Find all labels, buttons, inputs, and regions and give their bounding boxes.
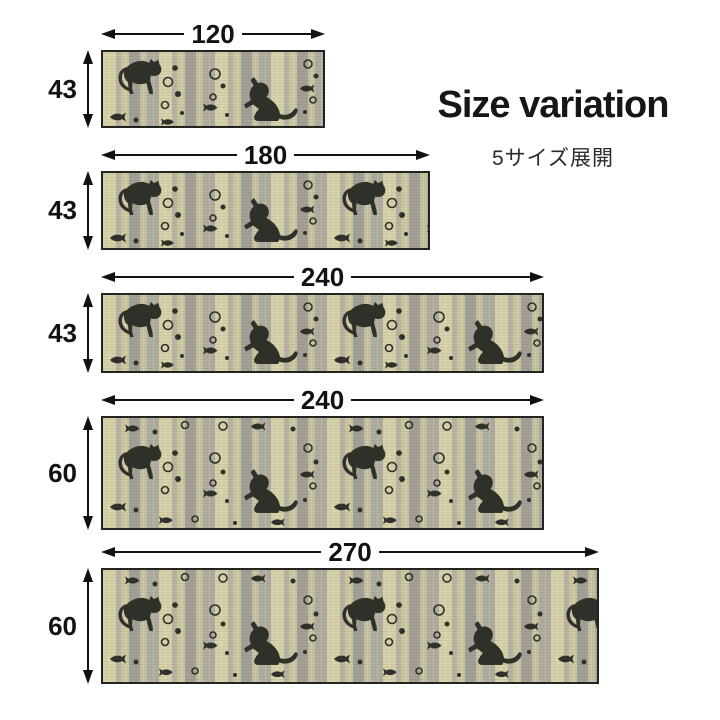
dimension-line	[351, 276, 531, 278]
rug-width-label: 270	[328, 537, 372, 567]
arrowhead-left-icon	[101, 150, 115, 160]
dimension-line	[294, 154, 417, 156]
arrowhead-down-icon	[83, 670, 93, 684]
dimension-line	[87, 430, 89, 516]
arrowhead-left-icon	[101, 395, 115, 405]
page-title: Size variation	[437, 84, 670, 126]
rug-height-label: 43	[48, 73, 77, 104]
width-dimension-arrow: 240	[101, 385, 545, 415]
arrowhead-down-icon	[83, 359, 93, 373]
rug-height-label: 60	[48, 610, 77, 641]
arrowhead-left-icon	[101, 29, 115, 39]
dimension-line	[115, 154, 237, 156]
arrowhead-up-icon	[83, 50, 93, 64]
dimension-line	[87, 185, 89, 236]
rug-preview-270x60	[101, 568, 599, 684]
dimension-line	[115, 33, 185, 35]
height-dimension-arrow	[81, 568, 95, 684]
rug-width-label: 120	[191, 19, 235, 49]
dimension-line	[87, 307, 89, 359]
arrowhead-down-icon	[83, 114, 93, 128]
rug-width-label: 240	[300, 262, 345, 292]
arrowhead-right-icon	[311, 29, 326, 39]
arrowhead-up-icon	[83, 568, 93, 582]
height-dimension-arrow	[81, 416, 95, 530]
rug-preview-180x43	[101, 171, 430, 250]
rug-height-label: 60	[48, 457, 77, 488]
dimension-line	[115, 399, 294, 401]
dimension-line	[115, 551, 322, 553]
dimension-line	[115, 276, 294, 278]
arrowhead-down-icon	[83, 236, 93, 250]
arrowhead-up-icon	[83, 171, 93, 185]
height-dimension-arrow	[81, 171, 95, 250]
arrowhead-up-icon	[83, 293, 93, 307]
dimension-line	[87, 64, 89, 114]
height-dimension-arrow	[81, 50, 95, 128]
rug-preview-240x43	[101, 293, 544, 373]
width-dimension-arrow: 120	[101, 19, 326, 49]
dimension-line	[87, 582, 89, 670]
arrowhead-left-icon	[101, 272, 115, 282]
rug-preview-120x43	[101, 50, 325, 128]
rug-preview-240x60	[101, 416, 544, 530]
page-subtitle: 5サイズ展開	[491, 147, 615, 170]
height-dimension-arrow	[81, 293, 95, 373]
arrowhead-left-icon	[101, 547, 115, 557]
arrowhead-right-icon	[416, 150, 431, 160]
rug-width-label: 180	[243, 140, 288, 170]
width-dimension-arrow: 270	[101, 537, 600, 567]
rug-width-label: 240	[300, 385, 345, 415]
arrowhead-right-icon	[530, 272, 545, 282]
rug-height-label: 43	[48, 195, 77, 225]
arrowhead-right-icon	[585, 547, 600, 557]
arrowhead-right-icon	[530, 395, 545, 405]
width-dimension-arrow: 240	[101, 262, 545, 292]
dimension-line	[241, 33, 312, 35]
arrowhead-up-icon	[83, 416, 93, 430]
dimension-line	[378, 551, 586, 553]
width-dimension-arrow: 180	[101, 140, 431, 170]
arrowhead-down-icon	[83, 516, 93, 530]
rug-height-label: 43	[48, 317, 77, 348]
dimension-line	[351, 399, 531, 401]
